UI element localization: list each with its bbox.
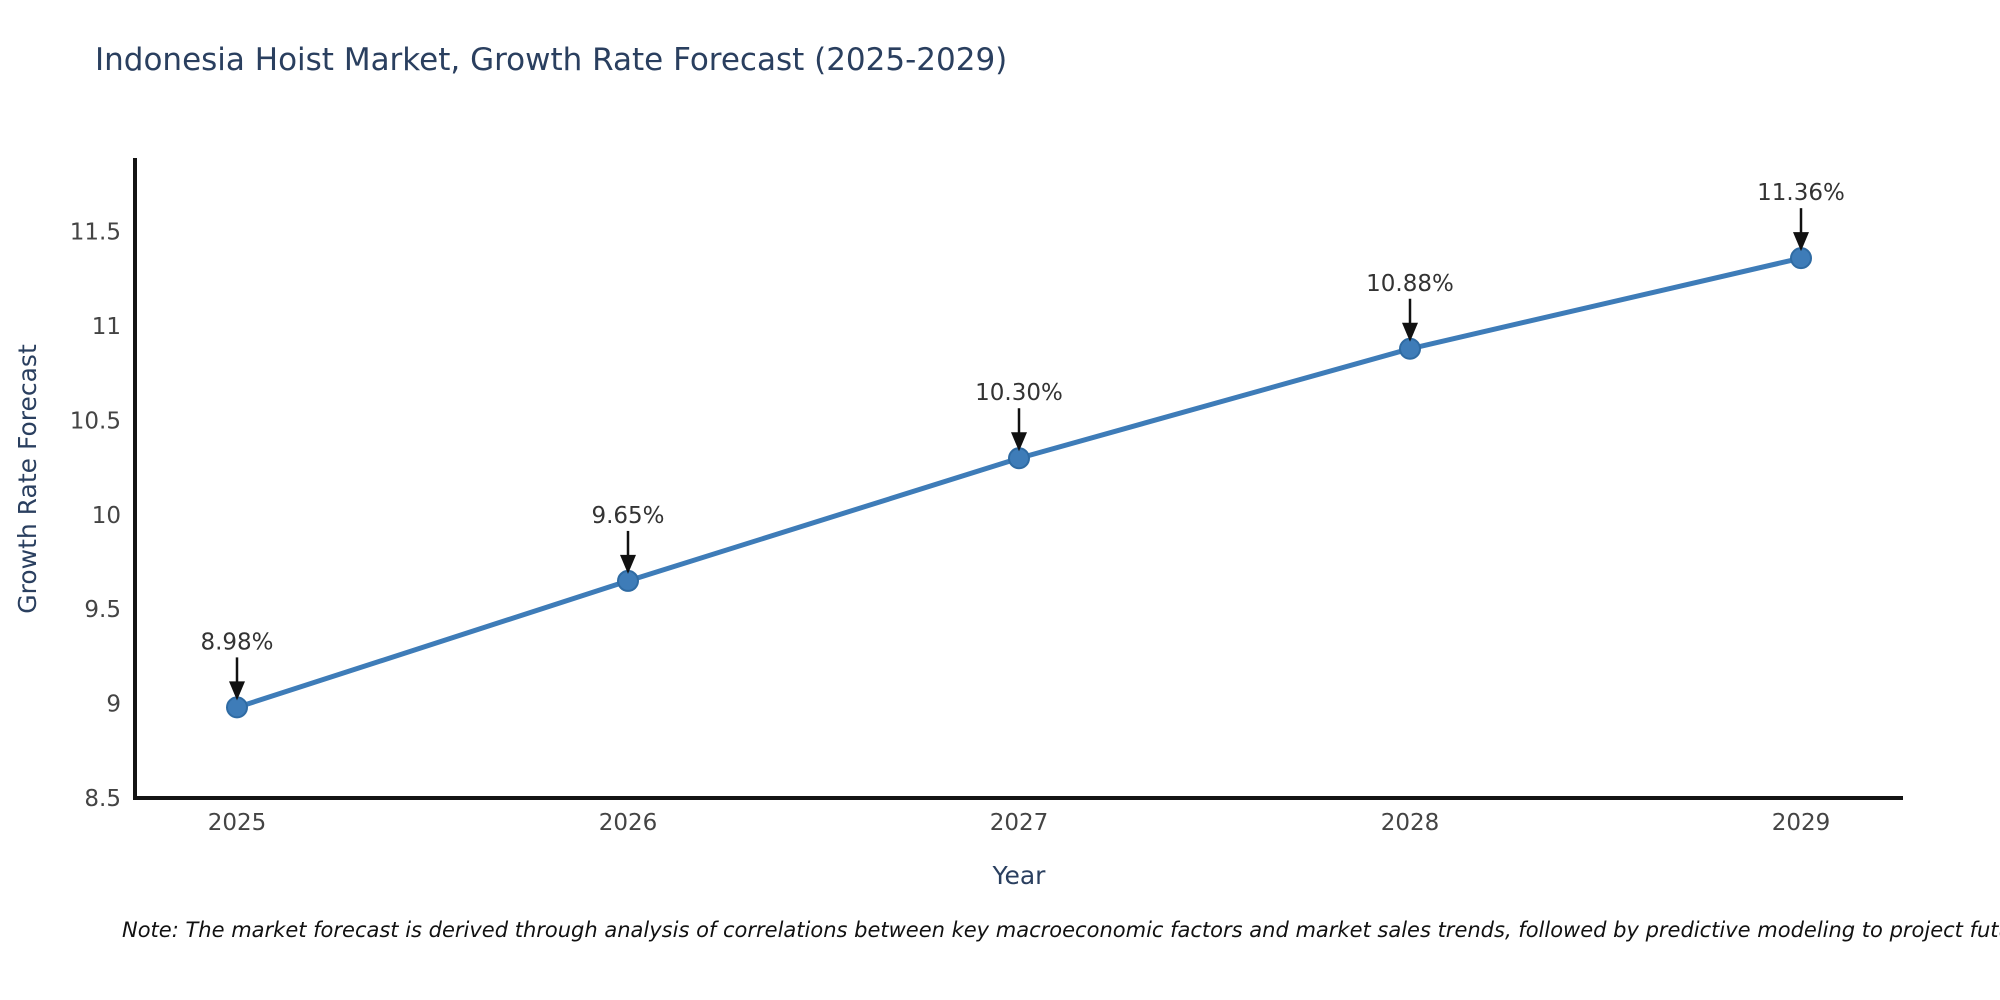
y-tick-label: 10 — [92, 503, 121, 529]
y-tick-label: 8.5 — [84, 786, 121, 812]
point-annotation-label: 11.36% — [1757, 180, 1845, 206]
annotation-arrow-head — [1011, 432, 1027, 452]
chart-title: Indonesia Hoist Market, Growth Rate Fore… — [95, 42, 1008, 78]
footnote: Note: The market forecast is derived thr… — [122, 918, 2000, 942]
x-axis-title: Year — [992, 861, 1047, 890]
annotation-arrow-head — [229, 681, 245, 701]
y-tick-label: 11 — [92, 314, 121, 340]
point-annotation-label: 10.30% — [975, 380, 1063, 406]
x-tick-label: 2025 — [208, 810, 267, 836]
x-tick-label: 2026 — [599, 810, 658, 836]
annotation-arrow-head — [620, 554, 636, 574]
y-tick-label: 9.5 — [84, 597, 121, 623]
y-tick-label: 9 — [106, 692, 121, 718]
x-tick-label: 2029 — [1772, 810, 1831, 836]
y-axis-title: Growth Rate Forecast — [13, 344, 42, 614]
point-annotation-label: 10.88% — [1366, 271, 1454, 297]
y-tick-label: 11.5 — [70, 220, 121, 246]
x-tick-label: 2027 — [990, 810, 1049, 836]
x-tick-label: 2028 — [1381, 810, 1440, 836]
point-annotation-label: 8.98% — [200, 629, 273, 655]
y-tick-label: 10.5 — [70, 408, 121, 434]
annotation-arrow-head — [1402, 322, 1418, 342]
point-annotation-label: 9.65% — [591, 503, 664, 529]
trend-line — [234, 255, 1804, 710]
annotation-arrow-head — [1793, 232, 1809, 252]
